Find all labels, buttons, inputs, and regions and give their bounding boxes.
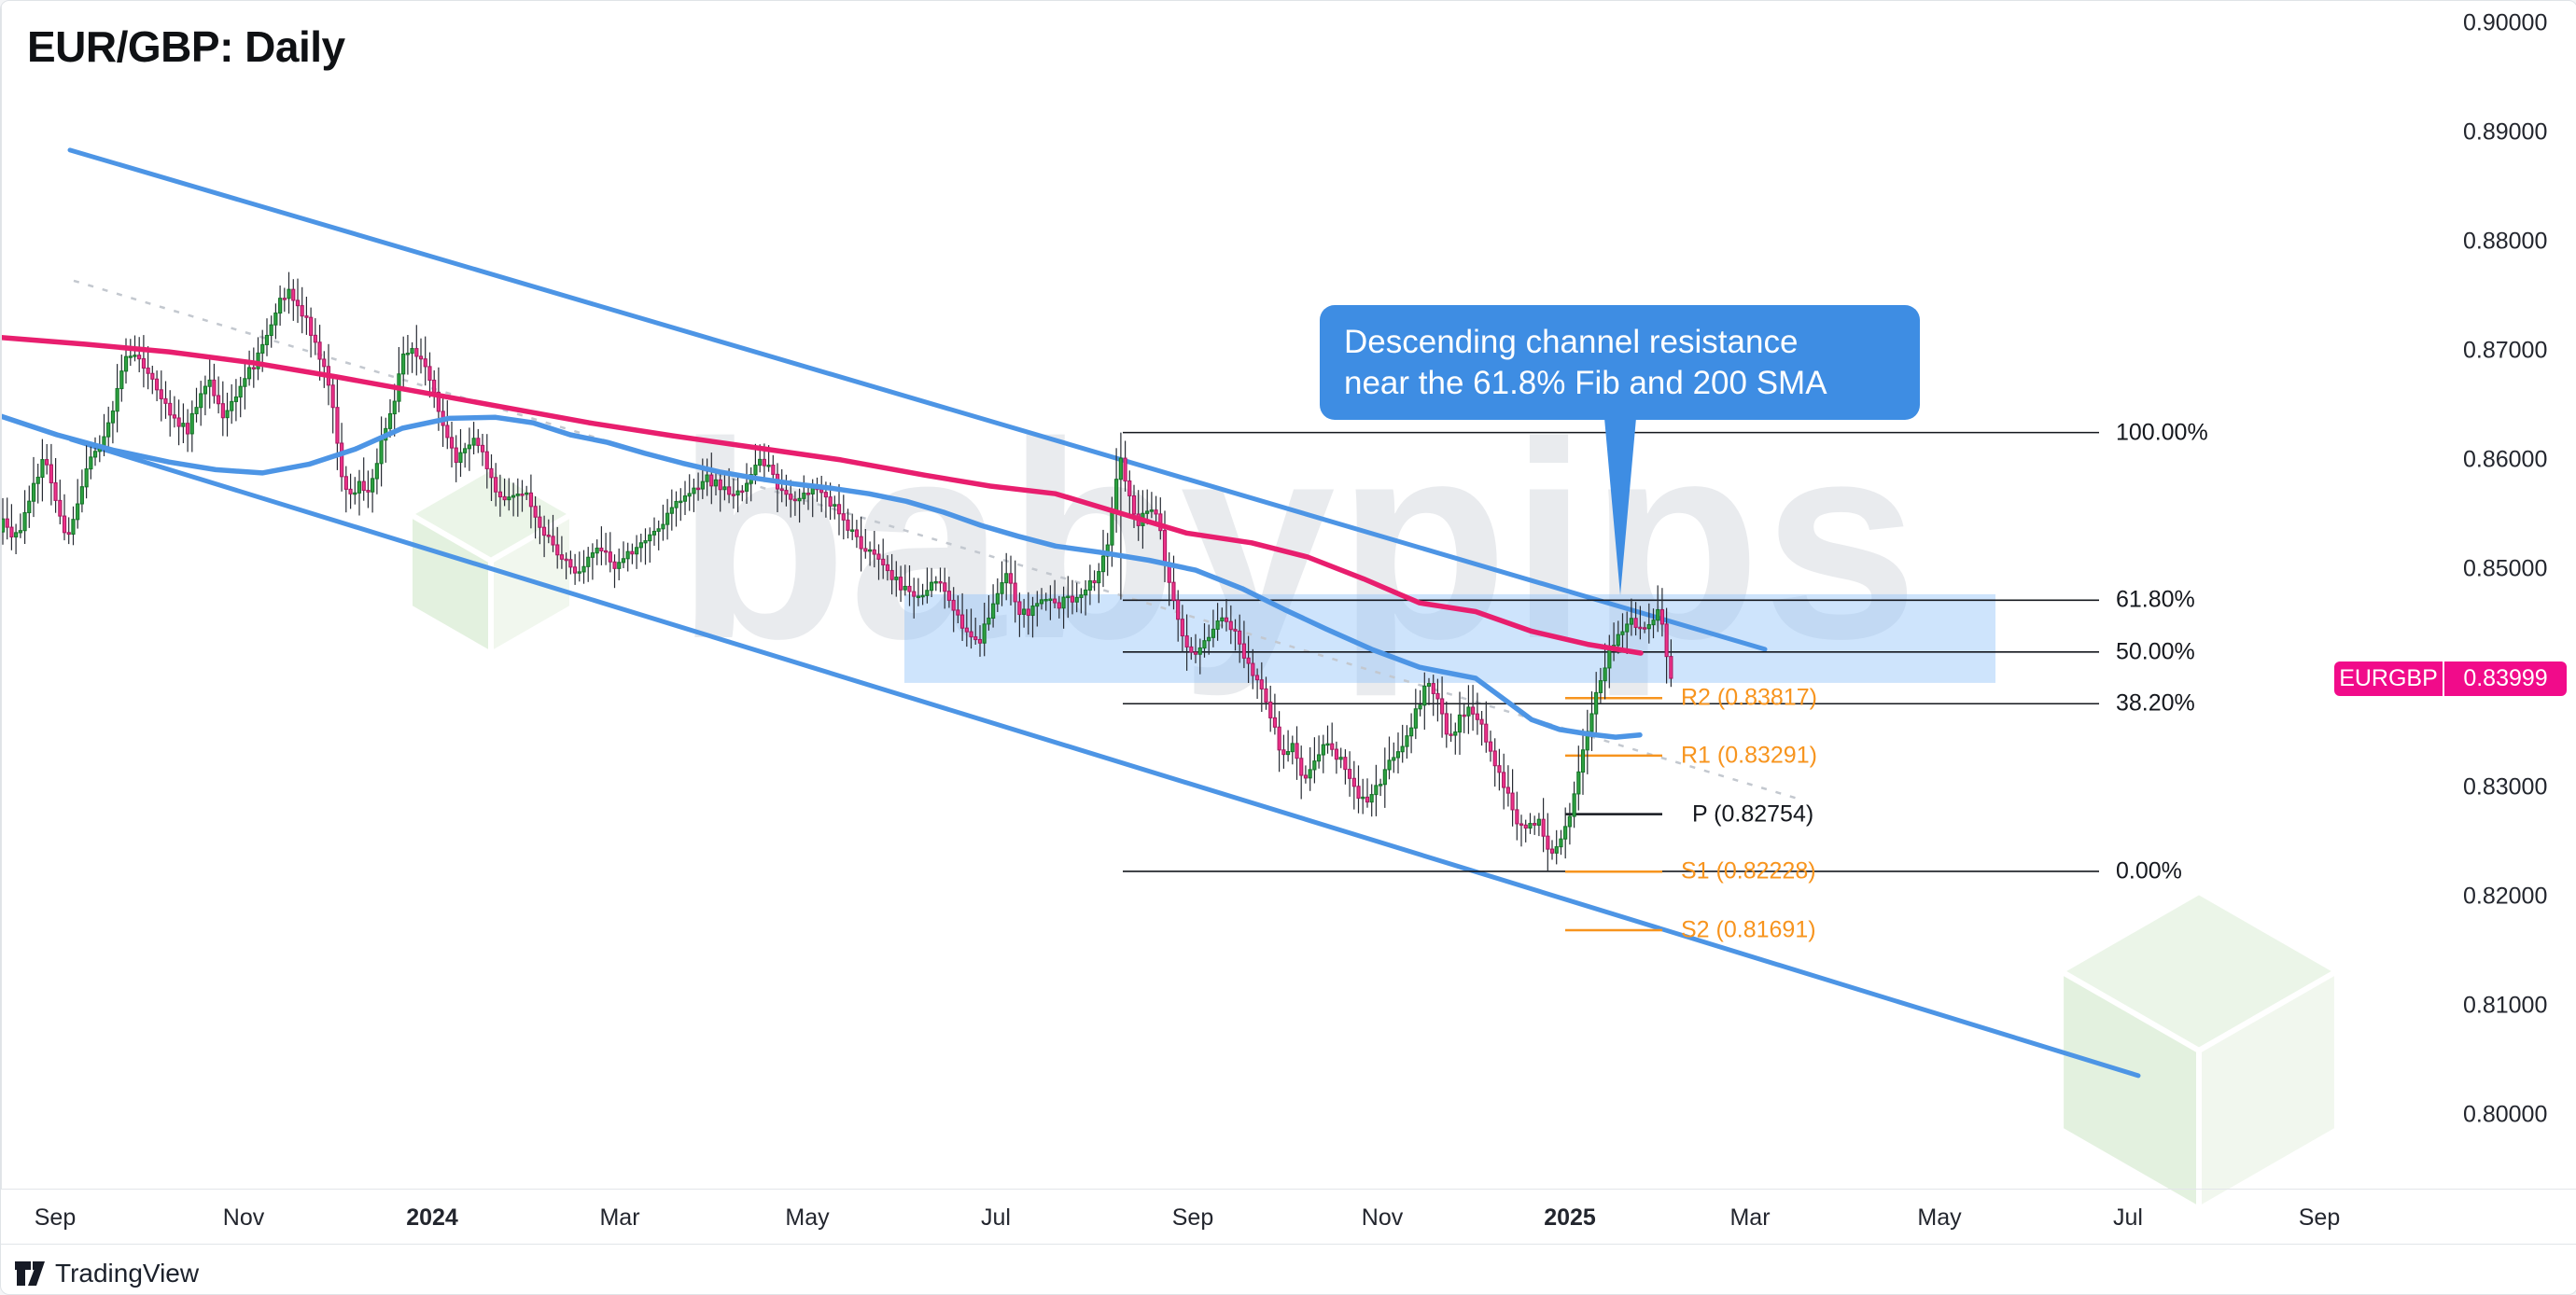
page-title: EUR/GBP: Daily [27,22,345,71]
time-tick-Nov: Nov [1361,1204,1404,1231]
tradingview-attribution[interactable]: TradingView [14,1257,199,1290]
time-tick-Sep: Sep [1171,1204,1214,1231]
time-tick-Mar: Mar [1729,1204,1771,1231]
sma-200-line [1,335,1644,656]
symbol-label: EURGBP [2339,665,2438,691]
time-tick-Mar: Mar [599,1204,640,1231]
fib-label-61.80%: 61.80% [2116,586,2195,613]
pivot-label-P: P (0.82754) [1692,801,1814,828]
time-tick-2025: 2025 [1544,1204,1596,1231]
last-price-value: 0.83999 [2463,665,2548,691]
pivot-label-S2: S2 (0.81691) [1681,916,1816,943]
price-tick-0.80000: 0.80000 [2463,1101,2548,1128]
price-tag-divider [2443,661,2444,696]
pivot-label-S1: S1 (0.82228) [1681,857,1816,884]
annotation-line-1: Descending channel resistance [1344,323,1799,360]
candle-bodies [1,288,1673,854]
channel-lower-line [68,437,2141,1079]
time-axis-border [1,1189,2576,1190]
time-tick-May: May [785,1204,830,1231]
fib-label-38.20%: 38.20% [2116,689,2195,717]
price-tick-0.82000: 0.82000 [2463,883,2548,910]
annotation-callout-tail [1604,418,1636,595]
time-tick-Nov: Nov [222,1204,265,1231]
pivot-label-R1: R1 (0.83291) [1681,742,1817,769]
price-tick-0.87000: 0.87000 [2463,337,2548,364]
sma-50-line [1,413,1643,740]
last-price-tag: EURGBP 0.83999 [2334,661,2567,696]
tradingview-brand-text: TradingView [55,1259,200,1288]
tradingview-logo-icon [15,1261,45,1286]
time-tick-Jul: Jul [981,1204,1011,1231]
channel-upper-line [67,147,1768,652]
watermark-cube-right [2055,888,2343,1215]
time-tick-May: May [1917,1204,1962,1231]
time-tick-Sep: Sep [34,1204,77,1231]
time-tick-2024: 2024 [406,1204,458,1231]
price-tick-0.83000: 0.83000 [2463,773,2548,801]
price-tick-0.88000: 0.88000 [2463,228,2548,255]
footer-border [1,1244,2576,1245]
price-tick-0.86000: 0.86000 [2463,446,2548,473]
annotation-line-2: near the 61.8% Fib and 200 SMA [1344,364,1827,401]
price-tick-0.85000: 0.85000 [2463,555,2548,582]
price-tick-0.89000: 0.89000 [2463,118,2548,146]
channel-midline-dotted [73,279,1799,801]
price-axis-border [1,1,2,1189]
fib-label-50.00%: 50.00% [2116,638,2195,665]
fib-label-0.00%: 0.00% [2116,857,2182,884]
time-tick-Sep: Sep [2298,1204,2341,1231]
annotation-callout: Descending channel resistance near the 6… [1320,305,1920,420]
price-tick-0.90000: 0.90000 [2463,9,2548,36]
time-tick-Jul: Jul [2113,1204,2143,1231]
price-tick-0.81000: 0.81000 [2463,992,2548,1019]
pivot-label-R2: R2 (0.83817) [1681,684,1817,711]
fib-label-100.00%: 100.00% [2116,419,2208,446]
